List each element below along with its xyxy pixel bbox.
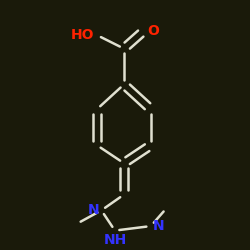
Text: N: N [153, 219, 165, 233]
Text: NH: NH [103, 233, 126, 247]
Text: N: N [88, 203, 99, 217]
Text: O: O [148, 24, 159, 38]
Text: HO: HO [71, 28, 95, 42]
